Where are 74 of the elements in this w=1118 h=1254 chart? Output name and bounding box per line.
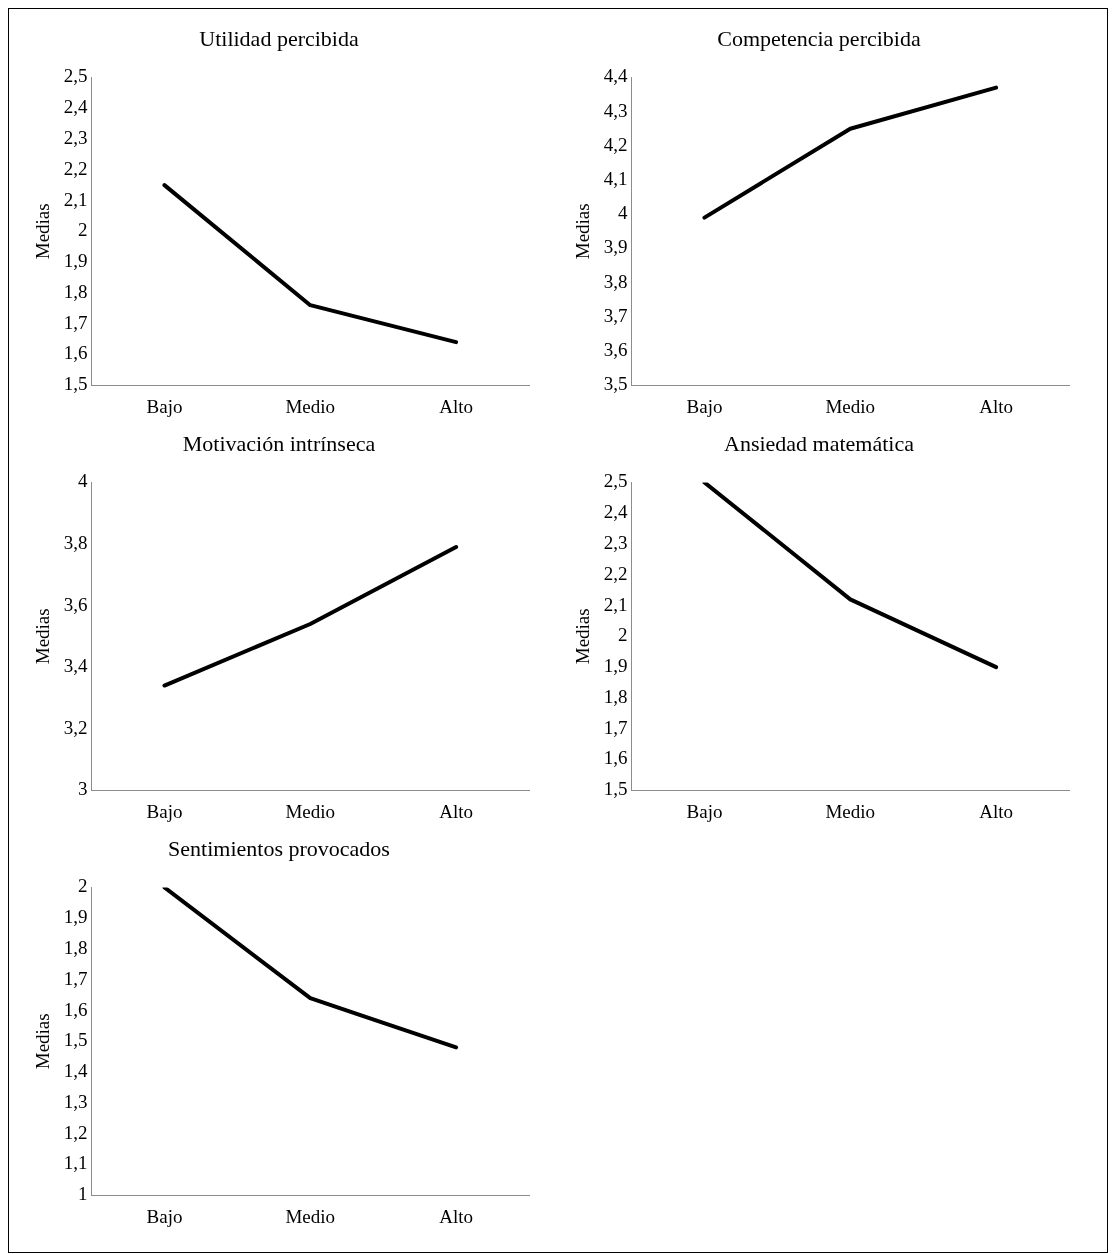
y-tick-label: 1,5 <box>63 373 88 395</box>
y-tick-label: 1,6 <box>603 747 628 769</box>
y-tick-label: 2,4 <box>63 96 89 118</box>
y-tick-label: 1,2 <box>63 1121 88 1143</box>
y-tick-label: 1,8 <box>603 685 628 707</box>
y-axis-title: Medias <box>32 608 54 665</box>
y-tick-label: 2,5 <box>63 65 88 87</box>
y-tick-label: 3 <box>78 778 88 800</box>
y-tick-label: 1,4 <box>63 1060 89 1082</box>
y-tick-label: 3,2 <box>63 716 88 738</box>
chart-title: Motivación intrínseca <box>182 430 376 456</box>
y-tick-label: 2,1 <box>63 188 88 210</box>
chart-title: Ansiedad matemática <box>724 430 915 456</box>
y-tick-label: 4 <box>618 202 629 224</box>
y-tick-label: 3,8 <box>63 531 88 553</box>
y-tick-label: 2 <box>78 875 88 897</box>
y-tick-label: 2,2 <box>603 562 628 584</box>
chart-title: Sentimientos provocados <box>168 835 390 861</box>
y-tick-label: 3,8 <box>603 270 628 292</box>
x-tick-label: Medio <box>825 395 876 417</box>
x-tick-label: Alto <box>979 395 1013 417</box>
y-tick-label: 4,3 <box>603 99 628 121</box>
y-tick-label: 1,1 <box>63 1152 88 1174</box>
y-tick-label: 2,2 <box>63 157 88 179</box>
x-tick-label: Bajo <box>146 1205 183 1227</box>
y-tick-label: 1,6 <box>63 342 88 364</box>
x-tick-label: Bajo <box>686 800 723 822</box>
y-tick-label: 1,7 <box>63 311 88 333</box>
y-tick-label: 1,8 <box>63 936 88 958</box>
y-tick-label: 4 <box>78 470 89 492</box>
y-tick-label: 2,4 <box>603 501 629 523</box>
y-tick-label: 3,4 <box>63 655 89 677</box>
y-tick-label: 2 <box>618 624 628 646</box>
y-tick-label: 3,7 <box>603 304 628 326</box>
y-tick-label: 4,2 <box>603 133 628 155</box>
y-axis-title: Medias <box>32 1013 54 1070</box>
y-tick-label: 2,5 <box>603 470 628 492</box>
y-tick-label: 3,6 <box>63 593 88 615</box>
x-tick-label: Bajo <box>686 395 723 417</box>
y-axis-title: Medias <box>572 203 594 260</box>
chart-title: Competencia percibida <box>717 25 921 51</box>
y-tick-label: 1,9 <box>603 655 628 677</box>
x-tick-label: Alto <box>439 1205 473 1227</box>
y-tick-label: 2,1 <box>603 593 628 615</box>
y-tick-label: 1,3 <box>63 1090 88 1112</box>
x-tick-label: Medio <box>285 395 336 417</box>
y-axis-title: Medias <box>572 608 594 665</box>
y-tick-label: 4,1 <box>603 167 628 189</box>
x-tick-label: Bajo <box>146 395 183 417</box>
y-tick-label: 1,8 <box>63 280 88 302</box>
y-tick-label: 1,5 <box>603 778 628 800</box>
y-tick-label: 2 <box>78 219 88 241</box>
y-axis-title: Medias <box>32 203 54 260</box>
y-tick-label: 1,9 <box>63 250 88 272</box>
x-tick-label: Medio <box>285 1205 336 1227</box>
x-tick-label: Bajo <box>146 800 183 822</box>
chart-title: Utilidad percibida <box>199 25 359 51</box>
y-tick-label: 1,9 <box>63 906 88 928</box>
y-tick-label: 1,5 <box>63 1029 88 1051</box>
y-tick-label: 1,6 <box>63 998 88 1020</box>
y-tick-label: 2,3 <box>63 126 88 148</box>
x-tick-label: Alto <box>979 800 1013 822</box>
y-tick-label: 1,7 <box>63 967 88 989</box>
y-tick-label: 3,6 <box>603 338 628 360</box>
y-tick-label: 3,9 <box>603 236 628 258</box>
y-tick-label: 1,7 <box>603 716 628 738</box>
y-tick-label: 4,4 <box>603 65 629 87</box>
y-tick-label: 2,3 <box>603 531 628 553</box>
y-tick-label: 3,5 <box>603 373 628 395</box>
y-tick-label: 1 <box>78 1183 88 1205</box>
x-tick-label: Medio <box>285 800 336 822</box>
x-tick-label: Medio <box>825 800 876 822</box>
x-tick-label: Alto <box>439 800 473 822</box>
x-tick-label: Alto <box>439 395 473 417</box>
